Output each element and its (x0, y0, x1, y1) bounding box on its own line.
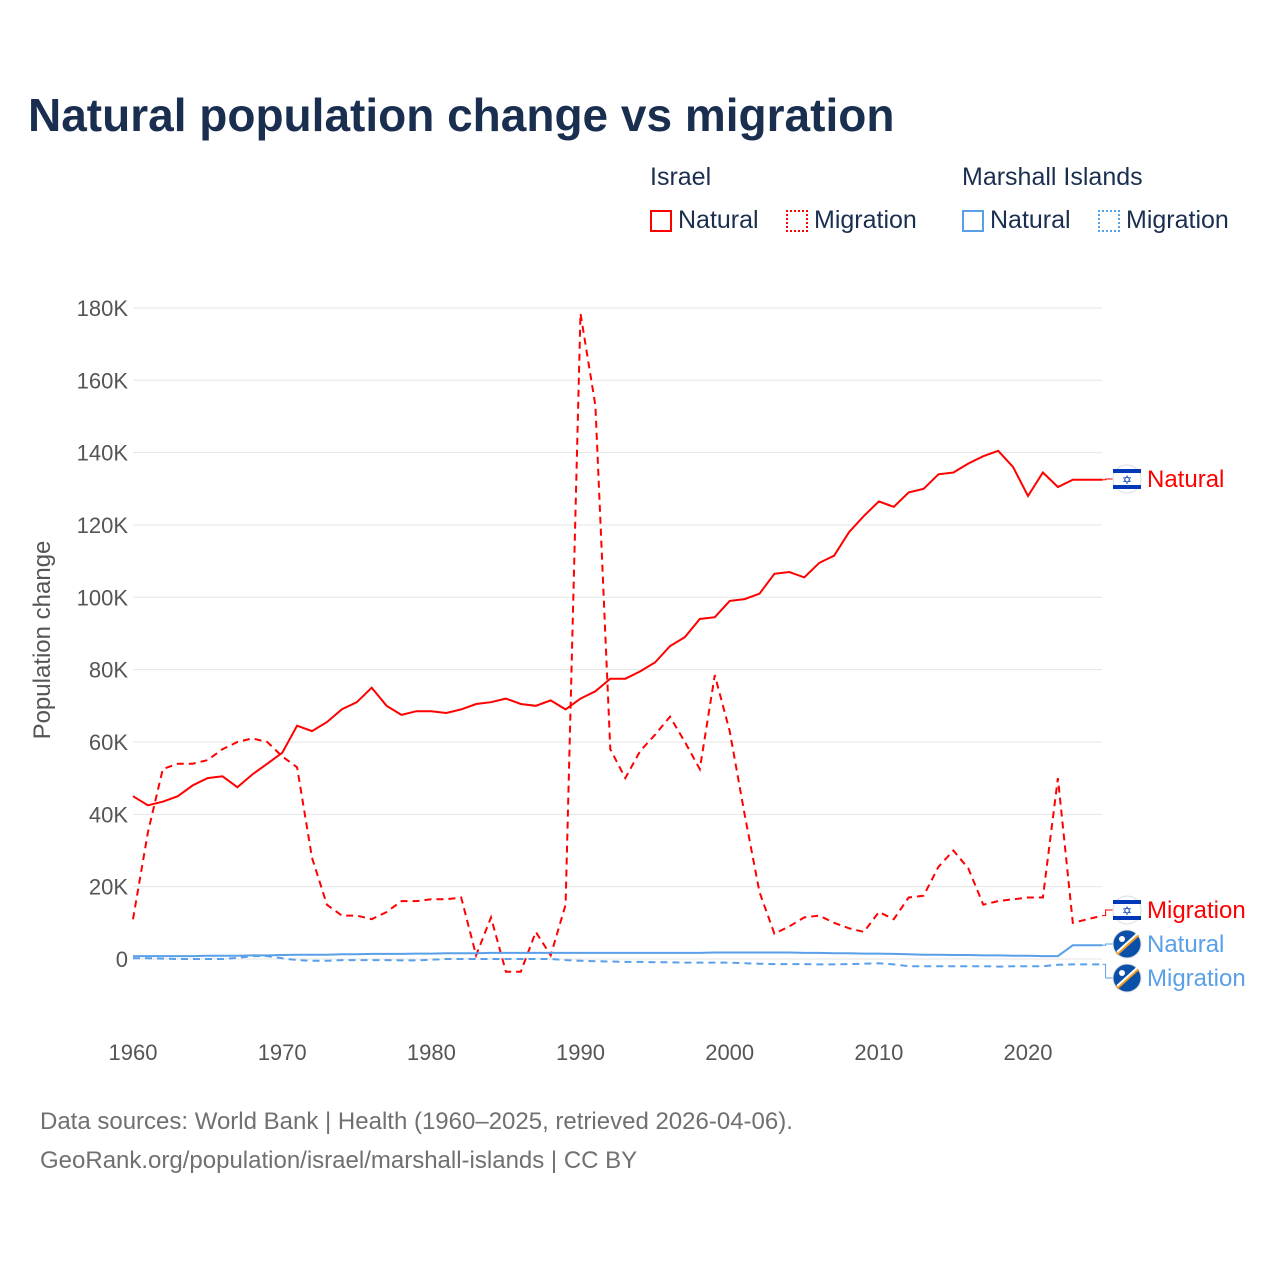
marshall-islands-flag-icon (1112, 929, 1142, 959)
y-tick-label: 60K (89, 730, 128, 755)
label-connector (1102, 478, 1113, 481)
series-line (132, 313, 1103, 973)
y-tick-label: 20K (89, 875, 128, 900)
x-tick-label: 2010 (854, 1040, 903, 1065)
svg-text:✡: ✡ (1122, 904, 1132, 918)
series-line (133, 955, 1103, 968)
y-tick-label: 120K (77, 513, 129, 538)
y-tick-label: 0 (116, 947, 128, 972)
y-tick-label: 100K (77, 585, 129, 610)
series-end-label: Natural (1147, 466, 1224, 493)
series-end-label: Migration (1147, 965, 1246, 992)
legend-swatch (962, 209, 984, 232)
legend-label: Migration (1126, 206, 1229, 234)
israel-flag-icon: ✡ (1112, 464, 1142, 494)
legend-swatch (1098, 209, 1120, 232)
x-tick-label: 1970 (258, 1040, 307, 1065)
source-note: Data sources: World Bank | Health (1960–… (40, 1108, 793, 1135)
label-connector (1102, 909, 1113, 917)
legend-group-marshall-islands: Marshall Islands (962, 163, 1143, 191)
legend-swatch (786, 209, 808, 232)
legend-group-israel: Israel (650, 163, 712, 191)
y-tick-label: 140K (77, 441, 129, 466)
legend-label: Natural (990, 206, 1071, 234)
israel-flag-icon: ✡ (1112, 895, 1142, 925)
series-line (132, 449, 1103, 807)
label-connector (1102, 943, 1113, 946)
x-tick-label: 2000 (705, 1040, 754, 1065)
y-axis-label: Population change (29, 541, 56, 740)
legend-israel-natural[interactable]: Natural (650, 206, 759, 235)
source-link[interactable]: GeoRank.org/population/israel/marshall-i… (40, 1147, 638, 1174)
series-line (133, 944, 1103, 958)
legend-marshall-natural[interactable]: Natural (962, 206, 1071, 235)
x-tick-label: 1990 (556, 1040, 605, 1065)
y-tick-label: 180K (77, 296, 129, 321)
legend-label: Natural (678, 206, 759, 234)
x-tick-label: 1960 (109, 1040, 158, 1065)
y-tick-label: 40K (89, 802, 128, 827)
legend-swatch (650, 209, 672, 232)
series-end-label: Migration (1147, 897, 1246, 924)
legend-marshall-migration[interactable]: Migration (1098, 206, 1229, 235)
y-tick-label: 160K (77, 368, 129, 393)
marshall-islands-flag-icon (1112, 963, 1142, 993)
svg-text:✡: ✡ (1122, 473, 1132, 487)
x-tick-label: 2020 (1004, 1040, 1053, 1065)
page-title: Natural population change vs migration (28, 89, 895, 141)
y-tick-label: 80K (89, 658, 128, 683)
series-end-label: Natural (1147, 931, 1224, 958)
legend-label: Migration (814, 206, 917, 234)
x-tick-label: 1980 (407, 1040, 456, 1065)
label-connector (1102, 963, 1113, 979)
legend-israel-migration[interactable]: Migration (786, 206, 917, 235)
